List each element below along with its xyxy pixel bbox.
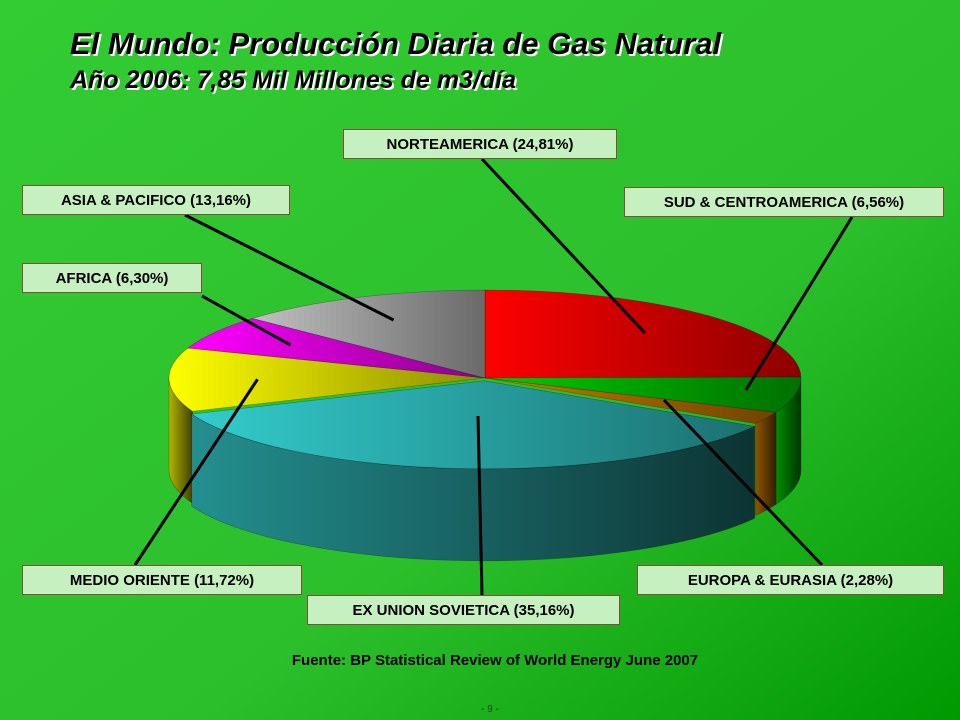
label-ex-union-sovietica: EX UNION SOVIETICA (35,16%): [307, 595, 620, 625]
label-africa: AFRICA (6,30%): [22, 263, 202, 293]
leader-line-norteamerica: [480, 157, 647, 334]
chart-title: El Mundo: Producción Diaria de Gas Natur…: [70, 26, 722, 61]
pie-slice-norteamerica: [484, 289, 802, 379]
pie-slice-sud-centroamerica: [484, 376, 802, 413]
pie-slice-europa-eurasia: [484, 377, 777, 424]
pie-side-ex-union-sovietica: [191, 413, 755, 562]
pie-layer: [168, 289, 802, 562]
leader-line-medio-oriente: [133, 378, 259, 566]
pie-slice-asia-pacifico: [251, 289, 486, 379]
pie-slice-ex-union-sovietica: [190, 380, 756, 470]
leader-lines: [133, 157, 854, 596]
leader-line-ex-union-sovietica: [476, 415, 484, 596]
label-sud-centroamerica: SUD & CENTROAMERICA (6,56%): [624, 187, 944, 217]
source-note: Fuente: BP Statistical Review of World E…: [291, 652, 699, 669]
leader-line-africa: [201, 294, 292, 347]
pie-slice-africa: [187, 318, 486, 379]
leader-line-europa-eurasia: [662, 398, 824, 567]
chart-subtitle: Año 2006: 7,85 Mil Millones de m3/día: [70, 66, 516, 94]
label-europa-eurasia: EUROPA & EURASIA (2,28%): [637, 565, 944, 595]
leader-line-asia-pacifico: [184, 213, 395, 322]
label-medio-oriente: MEDIO ORIENTE (11,72%): [22, 565, 302, 595]
label-norteamerica: NORTEAMERICA (24,81%): [343, 129, 617, 159]
leader-line-sud-centroamerica: [744, 216, 854, 391]
label-asia-pacifico: ASIA & PACIFICO (13,16%): [22, 185, 290, 215]
page-number: - 9 -: [481, 704, 499, 715]
